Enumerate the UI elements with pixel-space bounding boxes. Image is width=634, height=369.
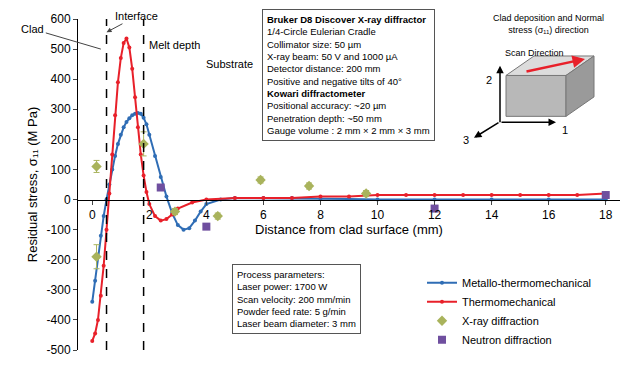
- svg-text:4: 4: [203, 208, 210, 222]
- svg-text:Thermomechanical: Thermomechanical: [462, 296, 556, 308]
- svg-text:3: 3: [463, 134, 469, 146]
- svg-text:2: 2: [486, 74, 492, 86]
- svg-text:6: 6: [260, 208, 267, 222]
- svg-text:-400: -400: [47, 313, 71, 327]
- svg-text:0: 0: [89, 208, 96, 222]
- svg-text:X-ray diffraction: X-ray diffraction: [462, 315, 539, 327]
- svg-text:-500: -500: [47, 343, 71, 357]
- svg-text:2: 2: [146, 208, 153, 222]
- svg-text:200: 200: [51, 133, 71, 147]
- svg-text:100: 100: [51, 163, 71, 177]
- svg-text:Melt depth: Melt depth: [149, 39, 200, 51]
- svg-text:Neutron diffraction: Neutron diffraction: [462, 334, 552, 346]
- svg-text:-100: -100: [47, 223, 71, 237]
- svg-text:Interface: Interface: [115, 10, 158, 22]
- svg-text:14: 14: [485, 208, 499, 222]
- svg-text:8: 8: [317, 208, 324, 222]
- svg-text:Clad: Clad: [21, 23, 44, 35]
- svg-text:Residual stress, σ₁₁ (M Pa): Residual stress, σ₁₁ (M Pa): [25, 107, 40, 263]
- svg-text:Substrate: Substrate: [206, 58, 253, 70]
- svg-text:Process parameters:Laser power: Process parameters:Laser power: 1700 WSc…: [237, 269, 356, 329]
- svg-text:400: 400: [51, 72, 71, 86]
- svg-text:Bruker D8 Discover X-ray diffr: Bruker D8 Discover X-ray diffractor1/4-C…: [267, 14, 430, 136]
- svg-text:600: 600: [51, 12, 71, 26]
- svg-text:-200: -200: [47, 253, 71, 267]
- svg-text:1: 1: [562, 124, 568, 136]
- svg-text:0: 0: [64, 193, 71, 207]
- svg-text:16: 16: [542, 208, 556, 222]
- svg-text:Distance from clad surface (mm: Distance from clad surface (mm): [255, 222, 443, 237]
- svg-text:500: 500: [51, 42, 71, 56]
- svg-text:Clad deposition and Normalstre: Clad deposition and Normalstress (σ₁₁) d…: [493, 13, 604, 35]
- svg-text:12: 12: [428, 208, 442, 222]
- svg-text:300: 300: [51, 102, 71, 116]
- svg-text:-300: -300: [47, 283, 71, 297]
- svg-text:Scan Direction: Scan Direction: [505, 48, 564, 58]
- svg-text:18: 18: [599, 208, 613, 222]
- svg-text:Metallo-thermomechanical: Metallo-thermomechanical: [462, 277, 591, 289]
- svg-text:10: 10: [371, 208, 385, 222]
